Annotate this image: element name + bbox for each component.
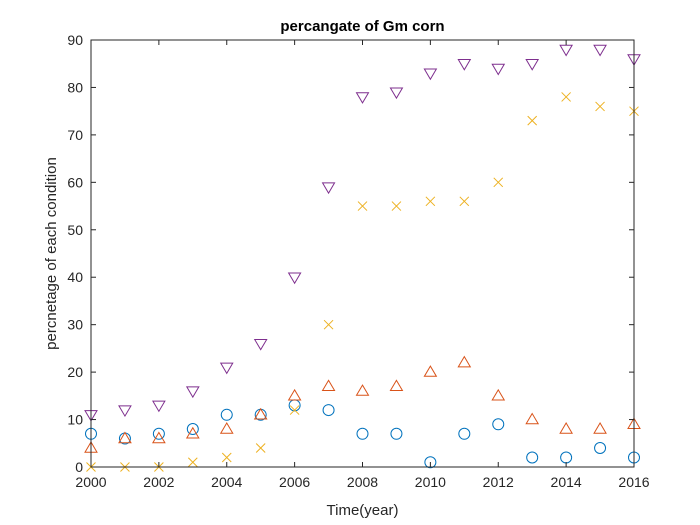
data-point xyxy=(118,431,132,444)
data-point xyxy=(288,399,301,412)
x-tick-label: 2008 xyxy=(347,474,378,490)
series-triangle-down xyxy=(84,44,641,422)
data-point xyxy=(219,362,234,375)
y-tick-label: 50 xyxy=(67,222,83,238)
data-point xyxy=(255,443,266,453)
data-point xyxy=(560,451,573,464)
y-tick-label: 10 xyxy=(67,412,83,428)
data-point xyxy=(185,386,200,399)
markers-layer xyxy=(84,44,641,472)
data-point xyxy=(425,196,436,207)
data-point xyxy=(457,355,472,368)
x-axis-label: Time(year) xyxy=(327,502,399,519)
data-point xyxy=(525,412,540,425)
data-point xyxy=(595,101,605,112)
x-tick-label: 2002 xyxy=(143,474,174,490)
series-triangle-up xyxy=(84,355,641,453)
data-point xyxy=(525,59,540,71)
data-point xyxy=(355,92,370,104)
data-point xyxy=(526,451,539,464)
data-point xyxy=(185,426,200,439)
data-point xyxy=(491,388,506,401)
data-point xyxy=(357,201,368,211)
x-tick-label: 2010 xyxy=(415,474,446,490)
data-point xyxy=(287,272,302,285)
data-point xyxy=(458,427,471,440)
y-tick-label: 40 xyxy=(67,269,83,285)
chart-title: percangate of Gm corn xyxy=(280,18,444,35)
data-point xyxy=(187,457,198,468)
data-point xyxy=(423,365,438,377)
data-point xyxy=(323,319,334,330)
x-tick-label: 2016 xyxy=(618,474,649,490)
x-tick-label: 2004 xyxy=(211,474,242,490)
data-point xyxy=(355,384,370,396)
data-point xyxy=(118,405,132,418)
y-tick-label: 20 xyxy=(67,364,83,380)
axis-ticks: 2000 2002 2004 2006 2008 2010 2012 2014 2016 0 10 2… xyxy=(67,32,649,490)
data-point xyxy=(424,456,437,469)
data-point xyxy=(152,400,166,413)
data-point xyxy=(219,422,234,434)
y-tick-label: 60 xyxy=(67,174,83,190)
data-point xyxy=(287,388,302,401)
y-tick-label: 70 xyxy=(67,127,83,143)
x-tick-label: 2014 xyxy=(551,474,582,490)
data-point xyxy=(527,115,538,126)
x-tick-label: 2000 xyxy=(75,474,106,490)
data-point xyxy=(593,422,607,434)
data-point xyxy=(253,407,268,420)
data-point xyxy=(559,44,573,57)
data-point xyxy=(594,442,607,455)
data-point xyxy=(561,92,571,102)
data-point xyxy=(253,338,268,351)
data-point xyxy=(289,405,300,415)
data-point xyxy=(322,404,335,417)
plot-area-frame xyxy=(90,39,635,468)
data-point xyxy=(321,182,336,195)
data-point xyxy=(492,418,505,431)
data-point xyxy=(389,87,404,100)
data-point xyxy=(321,379,336,392)
data-point xyxy=(593,44,607,57)
y-tick-label: 0 xyxy=(75,459,83,475)
data-point xyxy=(186,423,199,436)
data-point xyxy=(221,452,232,463)
data-point xyxy=(152,431,166,444)
x-tick-label: 2012 xyxy=(483,474,514,490)
series-x xyxy=(86,92,639,472)
series-circle xyxy=(85,399,640,469)
y-axis-label: percnetage of each condition xyxy=(43,157,60,350)
data-point xyxy=(389,379,404,392)
x-tick-label: 2006 xyxy=(279,474,310,490)
y-tick-label: 80 xyxy=(67,79,83,95)
y-tick-label: 30 xyxy=(67,317,83,333)
data-point xyxy=(423,68,438,81)
y-tick-label: 90 xyxy=(67,32,83,48)
data-point xyxy=(459,196,470,207)
data-point xyxy=(493,177,504,188)
data-point xyxy=(391,201,402,211)
data-point xyxy=(390,427,403,440)
data-point xyxy=(220,408,233,421)
data-point xyxy=(559,422,573,434)
data-point xyxy=(356,427,369,440)
data-point xyxy=(152,427,165,440)
data-point xyxy=(457,59,472,71)
data-point xyxy=(491,63,506,76)
